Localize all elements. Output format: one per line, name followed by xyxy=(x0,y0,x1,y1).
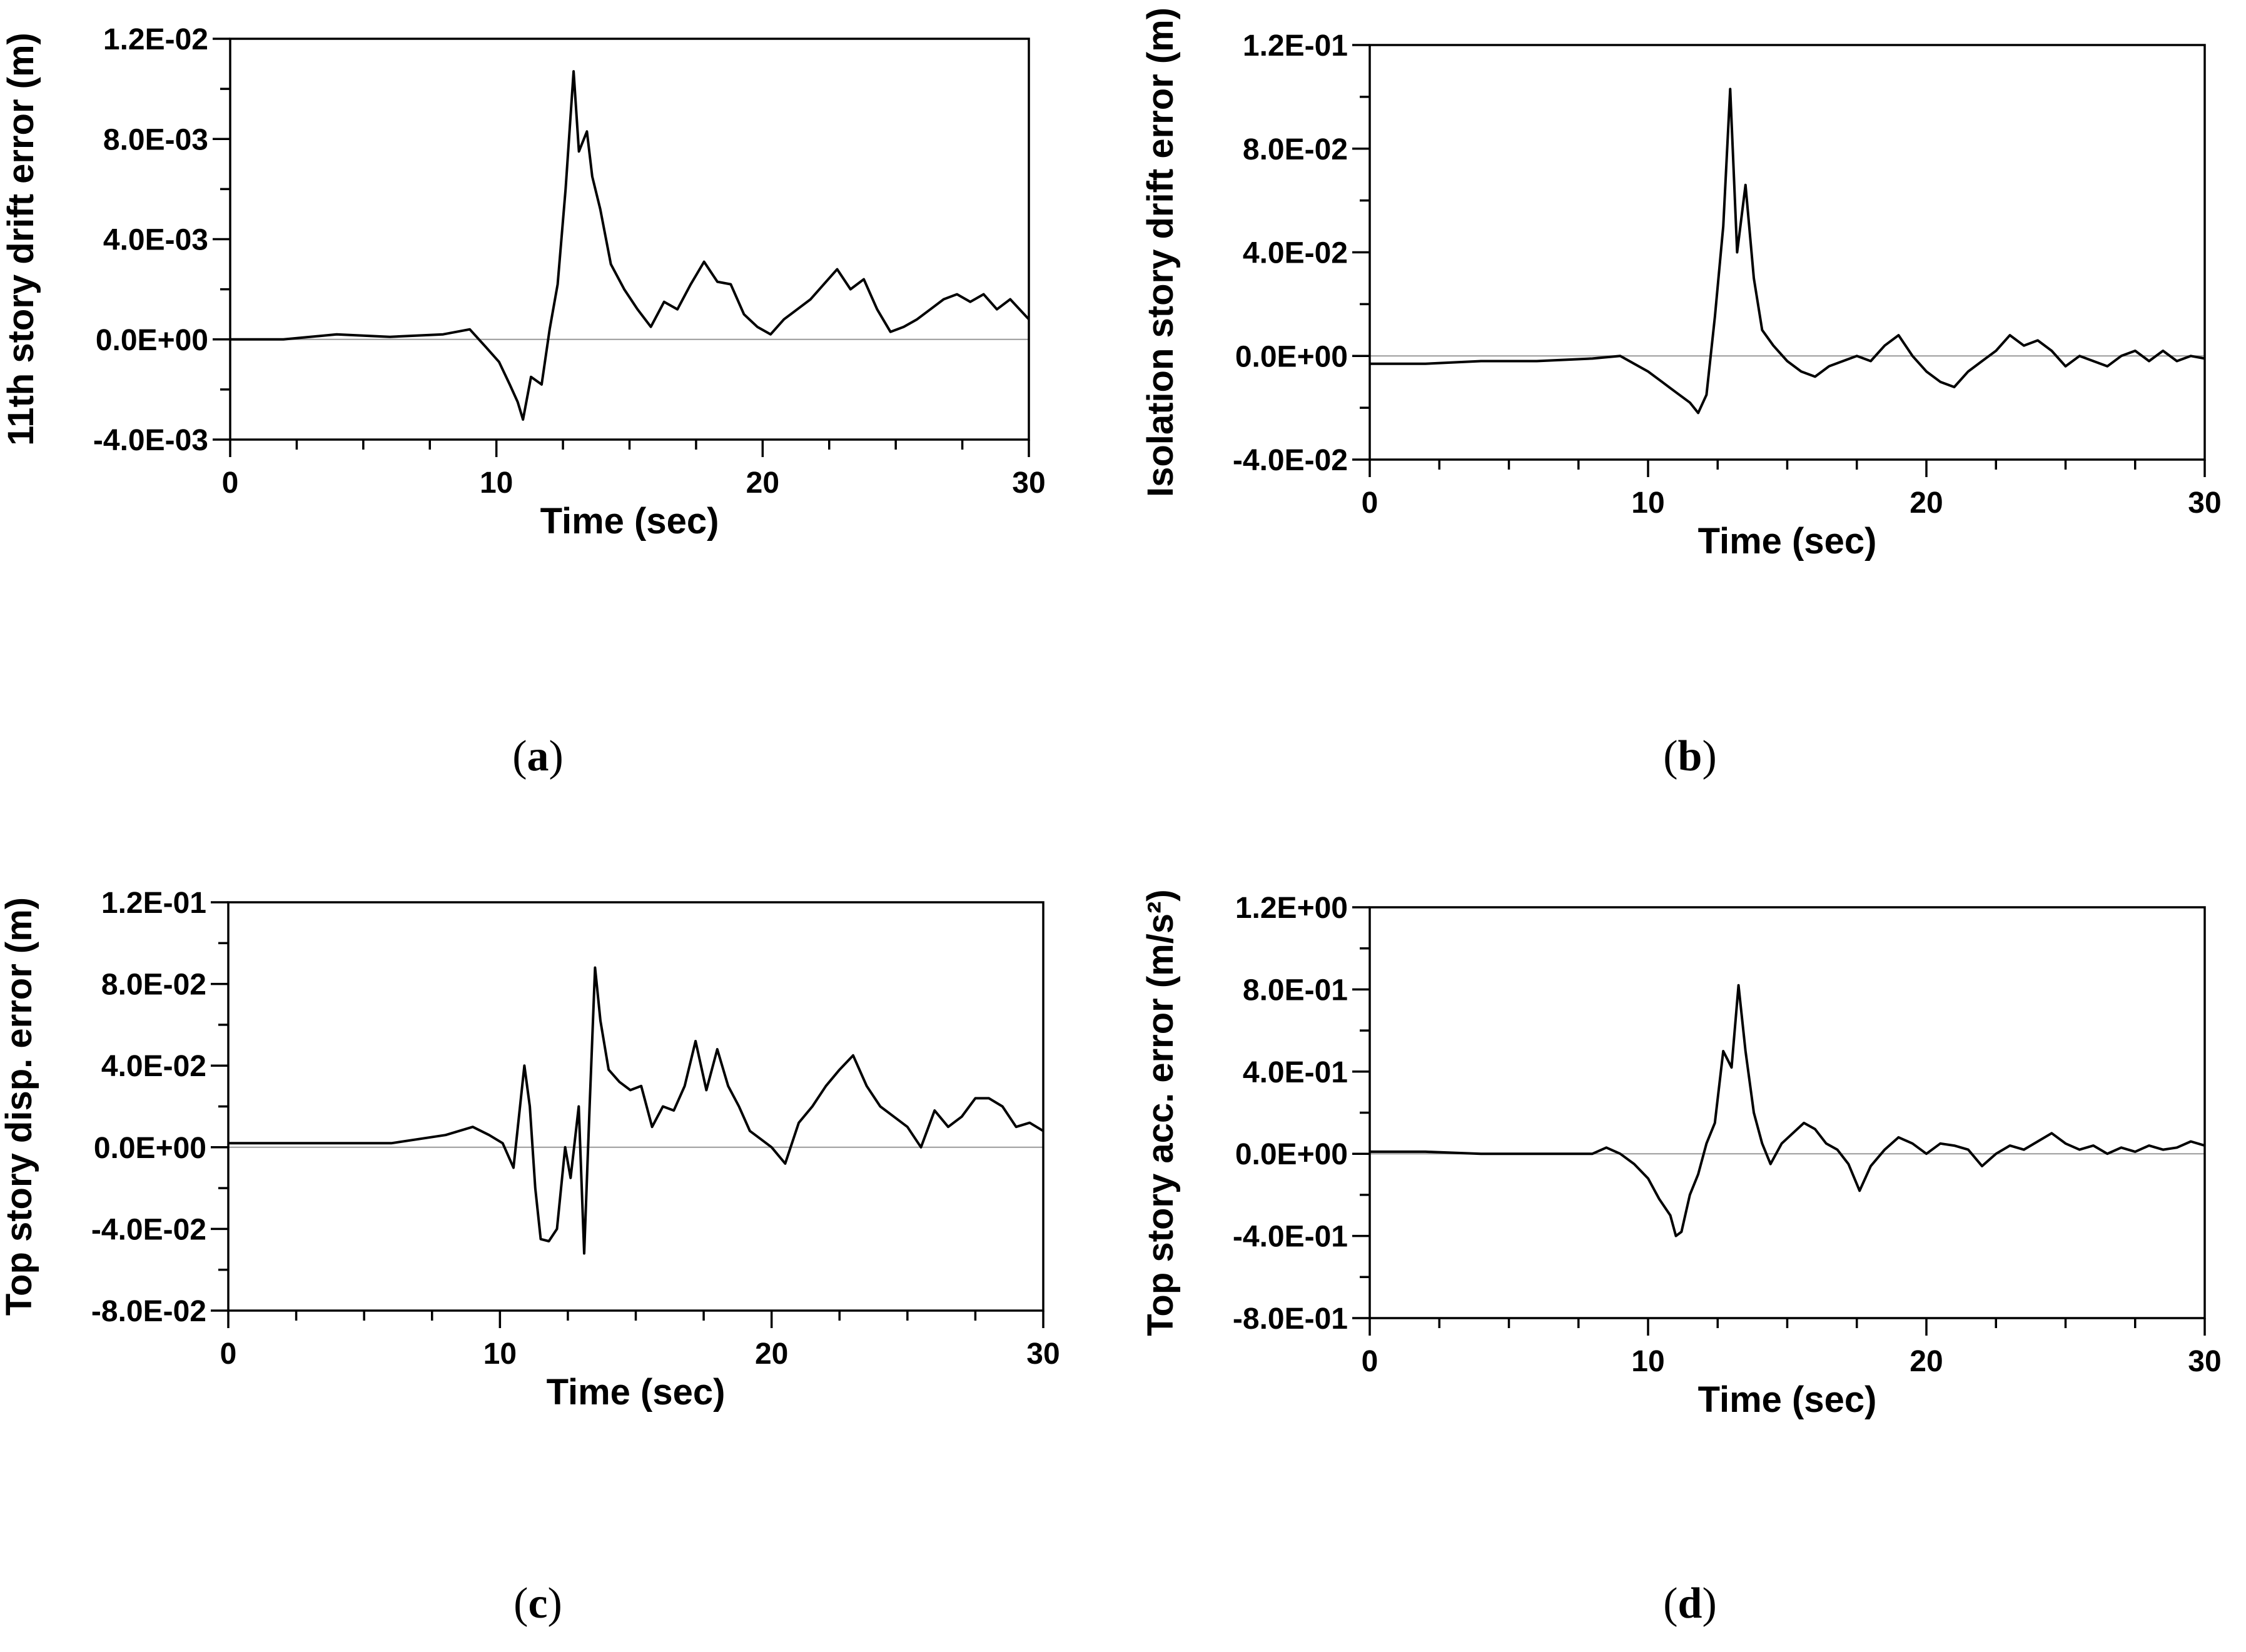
panel-b-chart: 0 10 20 30 -4.0E-02 0.0E+00 4.0E-02 8.0E-02 1.2E… xyxy=(1140,8,2222,562)
panel-d-letter: d xyxy=(1677,1579,1702,1628)
panel-c-letter: c xyxy=(528,1579,548,1628)
x-tick-label: 10 xyxy=(1631,1345,1664,1378)
panel-a-letter: a xyxy=(527,732,549,780)
x-tick-label: 20 xyxy=(1910,1345,1943,1378)
panel-b-letter: b xyxy=(1677,732,1702,780)
plot-frame xyxy=(229,38,1030,441)
y-tick-label: -4.0E-02 xyxy=(91,1213,206,1246)
x-tick-label: 30 xyxy=(1012,466,1045,500)
series-line-error xyxy=(1370,88,2205,415)
plot-frame xyxy=(1368,44,2206,461)
plot-frame xyxy=(1368,906,2206,1319)
panel-c-chart: 0 10 20 30 -8.0E-02 -4.0E-02 0.0E+00 4.0E-02 8.0… xyxy=(0,887,1060,1413)
y-tick-label: 0.0E+00 xyxy=(1235,340,1348,373)
x-tick-label: 0 xyxy=(220,1337,237,1371)
x-tick-label: 0 xyxy=(1362,1345,1378,1378)
x-tick-label: 30 xyxy=(2188,1345,2221,1378)
y-axis-title: Top story acc. error (m/s²) xyxy=(1140,889,1181,1336)
series-line-error xyxy=(228,966,1045,1255)
series-line-error xyxy=(230,70,1030,421)
x-tick-label: 10 xyxy=(1631,486,1664,520)
y-tick-label: 8.0E-02 xyxy=(1243,133,1348,166)
y-tick-label: 1.2E-01 xyxy=(1243,29,1348,63)
x-tick-label: 20 xyxy=(1910,486,1943,520)
y-tick-label: 1.2E-02 xyxy=(103,23,208,56)
panel-b-caption: (b) xyxy=(1663,732,1717,780)
y-axis-title: Isolation story drift error (m) xyxy=(1140,8,1181,497)
y-tick-label: 1.2E-01 xyxy=(101,887,206,920)
panel-d-caption: (d) xyxy=(1663,1579,1717,1628)
panel-d-chart: 0 10 20 30 -8.0E-01 -4.0E-01 0.0E+00 4.0E-01 8.0… xyxy=(1140,889,2222,1420)
x-tick-label: 20 xyxy=(755,1337,788,1371)
x-axis-title: Time (sec) xyxy=(540,501,719,541)
x-axis-title: Time (sec) xyxy=(547,1372,726,1413)
plot-frame xyxy=(227,901,1045,1312)
x-tick-label: 30 xyxy=(1026,1337,1060,1371)
series-line-error xyxy=(1370,984,2205,1237)
y-tick-label: 4.0E-01 xyxy=(1243,1056,1348,1089)
y-tick-label: 0.0E+00 xyxy=(1235,1138,1348,1171)
y-tick-label: 4.0E-02 xyxy=(1243,237,1348,270)
x-tick-label: 10 xyxy=(480,466,513,500)
y-tick-label: 8.0E-02 xyxy=(101,969,206,1002)
y-axis-title: Top story disp. error (m) xyxy=(0,897,39,1316)
x-axis-title: Time (sec) xyxy=(1698,1379,1877,1420)
y-axis-title: 11th story drift error (m) xyxy=(1,33,41,446)
x-tick-label: 0 xyxy=(1362,486,1378,520)
y-tick-label: 4.0E-03 xyxy=(103,224,208,257)
y-tick-label: -4.0E-03 xyxy=(93,424,208,457)
y-tick-label: -4.0E-02 xyxy=(1233,444,1348,477)
x-tick-label: 0 xyxy=(222,466,239,500)
panel-a-caption: (a) xyxy=(512,732,564,780)
panel-a-chart: 0 10 20 30 -4.0E-03 0.0E+00 4.0E-03 8.0E-03 1.2E… xyxy=(1,23,1046,541)
y-tick-label: -8.0E-01 xyxy=(1233,1302,1348,1336)
y-tick-label: 0.0E+00 xyxy=(94,1132,206,1165)
panel-c-caption: (c) xyxy=(513,1579,562,1628)
y-tick-label: 8.0E-01 xyxy=(1243,974,1348,1007)
y-tick-label: 4.0E-02 xyxy=(101,1050,206,1083)
x-tick-label: 20 xyxy=(746,466,779,500)
y-tick-label: -4.0E-01 xyxy=(1233,1221,1348,1254)
y-tick-label: 0.0E+00 xyxy=(96,324,208,357)
x-axis-title: Time (sec) xyxy=(1698,521,1877,562)
x-tick-label: 30 xyxy=(2188,486,2221,520)
y-tick-label: -8.0E-02 xyxy=(91,1295,206,1328)
y-tick-label: 8.0E-03 xyxy=(103,123,208,156)
y-tick-label: 1.2E+00 xyxy=(1235,892,1348,925)
x-tick-label: 10 xyxy=(483,1337,517,1371)
